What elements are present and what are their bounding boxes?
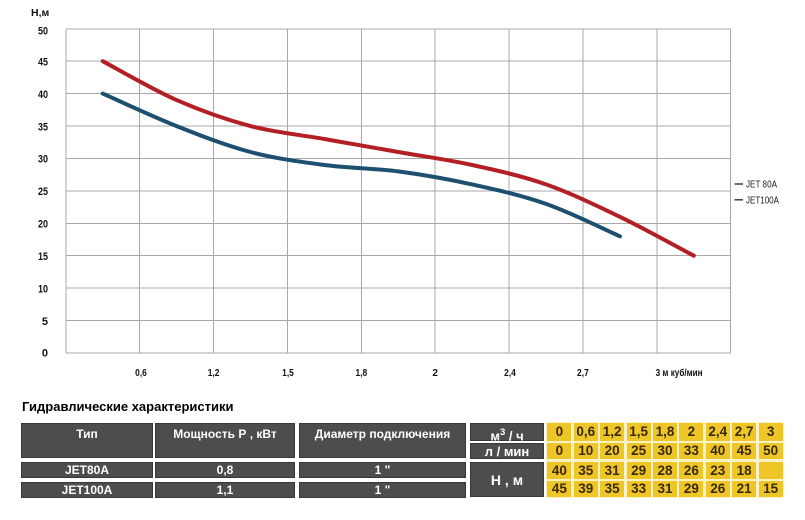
svg-text:1,2: 1,2 xyxy=(208,368,220,379)
svg-text:0,6: 0,6 xyxy=(135,368,147,379)
svg-text:45: 45 xyxy=(38,57,48,69)
svg-text:50: 50 xyxy=(38,26,48,38)
svg-text:30: 30 xyxy=(38,154,48,166)
svg-text:1,8: 1,8 xyxy=(355,368,367,379)
svg-text:2: 2 xyxy=(432,368,438,379)
svg-text:0: 0 xyxy=(42,348,48,360)
svg-text:5: 5 xyxy=(42,316,48,328)
svg-text:1,5: 1,5 xyxy=(282,368,294,379)
svg-text:H,м: H,м xyxy=(31,7,50,19)
svg-text:40: 40 xyxy=(38,89,48,101)
svg-text:3 м куб/мин: 3 м куб/мин xyxy=(656,367,703,379)
svg-text:JET100A: JET100A xyxy=(746,195,779,206)
svg-text:2,4: 2,4 xyxy=(504,368,516,379)
svg-text:10: 10 xyxy=(38,283,48,295)
svg-text:25: 25 xyxy=(38,186,48,198)
svg-text:35: 35 xyxy=(38,121,48,133)
svg-text:20: 20 xyxy=(38,219,48,231)
svg-text:JET 80A: JET 80A xyxy=(746,180,777,191)
svg-text:2,7: 2,7 xyxy=(577,368,589,379)
svg-text:15: 15 xyxy=(38,251,48,263)
